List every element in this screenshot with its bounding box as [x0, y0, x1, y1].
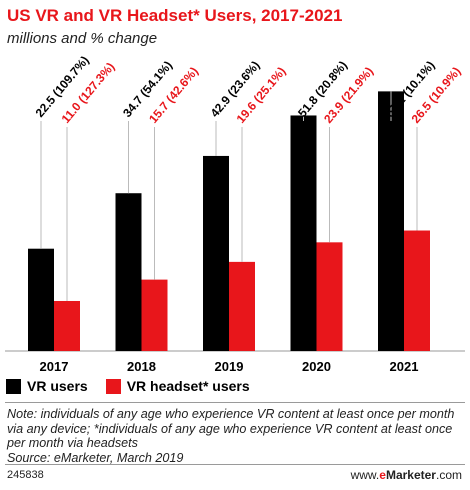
bar-vr-2020 [290, 115, 317, 351]
bar-headset-2019 [229, 261, 255, 351]
bar-vr-2019 [203, 155, 229, 351]
bar-vr-2017 [28, 248, 54, 351]
bar-vr-2018 [115, 193, 142, 351]
chart-id: 245838 [7, 469, 44, 481]
note-text: Note: individuals of any age who experie… [7, 407, 455, 451]
brand-suffix: .com [435, 468, 462, 482]
bar-headset-2018 [141, 279, 168, 351]
x-tick-label-2019: 2019 [215, 359, 244, 374]
footnote: Note: individuals of any age who experie… [7, 407, 465, 465]
brand-name: Marketer [385, 468, 436, 482]
chart-title: US VR and VR Headset* Users, 2017-2021 [7, 6, 343, 25]
bar-headset-2017 [54, 300, 80, 351]
x-tick-label-2017: 2017 [40, 359, 69, 374]
legend-item-vr: VR users [6, 378, 88, 394]
legend-label-headset: VR headset* users [126, 378, 250, 394]
x-tick-label-2021: 2021 [390, 359, 419, 374]
x-tick-label-2018: 2018 [127, 359, 156, 374]
bar-headset-2021 [404, 230, 430, 351]
bar-vr-2021 [378, 91, 404, 351]
bar-headset-2020 [316, 242, 343, 351]
legend-swatch-headset [105, 378, 121, 394]
brand-prefix: www. [350, 468, 380, 482]
chart-subtitle: millions and % change [7, 30, 158, 47]
footer-divider [5, 464, 465, 465]
legend-swatch-vr [6, 378, 21, 394]
chart-legend: VR users VR headset* users [6, 378, 268, 394]
legend-label-vr: VR users [27, 378, 88, 394]
brand-e: e [379, 468, 386, 482]
brand-logo: www.eMarketer.com [351, 468, 462, 482]
note-divider [5, 402, 465, 403]
source-text: Source: eMarketer, March 2019 [7, 450, 184, 465]
x-tick-label-2020: 2020 [302, 359, 331, 374]
legend-item-headset: VR headset* users [105, 378, 250, 394]
